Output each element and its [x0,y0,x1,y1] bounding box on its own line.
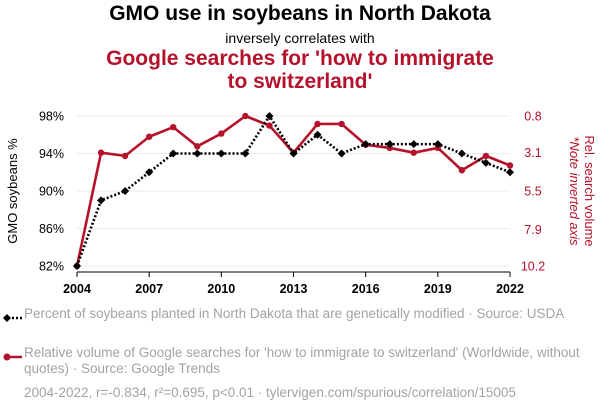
data-point-searches [266,122,273,129]
data-point-gmo [433,140,442,149]
x-tick-label: 2022 [496,282,524,296]
data-point-gmo [97,196,106,205]
x-tick-label: 2007 [135,282,163,296]
data-point-searches [482,152,490,160]
chart-title: GMO use in soybeans in North Dakota [109,2,491,25]
data-point-gmo [265,112,274,120]
y-left-tick-label: 94% [39,147,64,161]
x-tick-label: 2013 [280,282,308,296]
data-point-gmo [481,158,490,167]
data-point-gmo [121,187,130,195]
data-point-gmo [289,149,298,158]
data-point-searches [145,133,153,140]
data-point-gmo [217,149,226,158]
data-point-gmo [313,130,322,139]
x-tick-label: 2016 [352,282,380,296]
y-right-tick-label: 10.2 [521,260,545,274]
y-left-tick-label: 86% [39,222,64,236]
y-right-axis-title: Rel. search volume [582,135,597,246]
x-tick-label: 2010 [207,282,235,296]
data-point-searches [410,149,417,156]
data-point-gmo [409,140,418,149]
data-point-gmo [361,140,370,149]
data-point-gmo [169,149,178,158]
y-left-tick-label: 90% [39,185,64,199]
data-point-searches [218,130,225,137]
legend-marker-gmo [3,314,22,322]
x-tick-label: 2019 [424,282,452,296]
data-point-searches [97,149,105,156]
data-point-searches [338,120,345,128]
chart-title-secondary: Google searches for 'how to immigrate to… [106,47,494,93]
chart-footer: 2004-2022, r=-0.834, r²=0.695, p<0.01 · … [24,385,516,400]
legend-item-searches: Relative volume of Google searches for '… [2,345,598,379]
legend-label-gmo: Percent of soybeans planted in North Dak… [24,306,565,321]
data-point-searches [506,162,514,169]
data-point-gmo [241,149,250,158]
data-point-searches [458,167,466,174]
data-point-gmo [457,149,466,158]
y-right-tick-label: 0.8 [524,110,541,124]
data-point-gmo [506,168,514,177]
legend-item-gmo: Percent of soybeans planted in North Dak… [2,306,598,340]
data-point-searches [121,152,129,160]
data-point-gmo [193,149,202,158]
data-point-searches [242,112,249,120]
y-left-axis-title: GMO soybeans % [5,138,20,244]
data-point-gmo [73,262,81,270]
chart-subtitle: inversely correlates with [225,30,375,46]
data-point-gmo [337,149,346,158]
y-right-tick-label: 5.5 [524,185,541,199]
y-left-tick-label: 82% [39,260,64,274]
x-tick-label: 2004 [63,282,91,296]
y-right-tick-label: 7.9 [524,223,541,237]
data-point-searches [194,143,201,150]
data-point-gmo [145,168,154,177]
data-point-searches [170,123,177,131]
data-point-gmo [385,140,394,149]
y-right-axis-note: *Note inverted axis [567,136,582,246]
y-left-tick-label: 98% [39,110,64,124]
y-right-tick-label: 3.1 [524,146,541,160]
legend-label-searches: Relative volume of Google searches for '… [24,345,580,376]
legend-marker-searches [3,353,22,361]
data-point-searches [314,120,321,128]
